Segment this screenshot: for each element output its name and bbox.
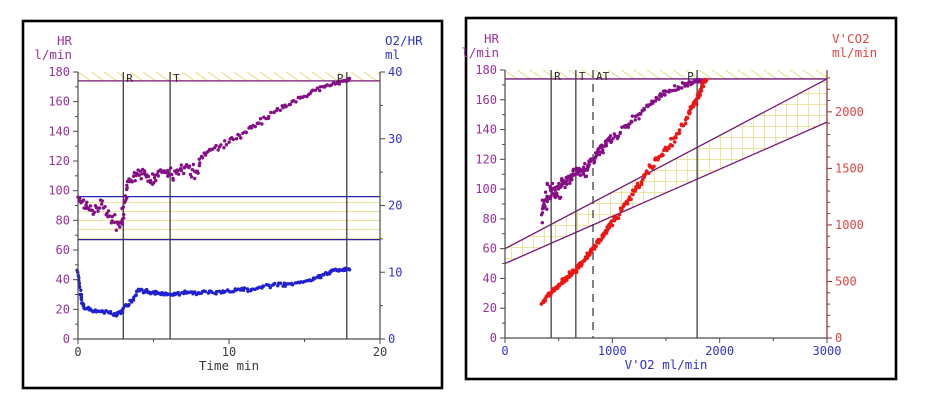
hr-and-vco2-vs-vo2-series-hr: [539, 77, 705, 225]
svg-text:Time min: Time min: [199, 358, 259, 373]
hr-and-o2pulse-vs-time-left-axis-title: HRl/min: [34, 33, 72, 62]
svg-text:V'CO2: V'CO2: [832, 31, 870, 46]
event-label-p: P: [337, 72, 344, 85]
hr-and-vco2-vs-vo2-refline-1: [504, 121, 828, 265]
svg-text:140: 140: [475, 123, 497, 137]
hr-and-o2pulse-vs-time-x-axis-title: Time min: [199, 358, 259, 373]
svg-text:10: 10: [388, 265, 402, 279]
hr-and-vco2-vs-vo2-series-vco2: [539, 77, 709, 306]
svg-text:20: 20: [56, 302, 70, 316]
svg-text:30: 30: [388, 132, 402, 146]
svg-text:O2/HR: O2/HR: [385, 33, 423, 48]
svg-text:80: 80: [483, 212, 497, 226]
svg-text:ml: ml: [385, 47, 400, 62]
hr-and-o2pulse-vs-time-left-axis: 0 20 40 60 80 100 120 140 160 180: [48, 65, 78, 346]
svg-text:20: 20: [388, 199, 402, 213]
svg-text:20: 20: [483, 301, 497, 315]
svg-text:20: 20: [373, 345, 387, 359]
hr-and-vco2-vs-vo2-band-0: [505, 70, 827, 79]
event-label-t: T: [579, 70, 586, 83]
svg-text:2000: 2000: [835, 105, 864, 119]
svg-text:140: 140: [48, 124, 70, 138]
svg-text:40: 40: [56, 273, 70, 287]
svg-text:10: 10: [222, 345, 236, 359]
svg-text:60: 60: [483, 242, 497, 256]
event-label-p: P: [687, 70, 694, 83]
svg-text:1000: 1000: [835, 218, 864, 232]
hr-and-vco2-vs-vo2-right-axis: 0 500 1000 1500 2000: [827, 77, 864, 345]
svg-text:120: 120: [475, 152, 497, 166]
svg-text:160: 160: [475, 93, 497, 107]
svg-text:160: 160: [48, 95, 70, 109]
svg-text:0: 0: [835, 331, 842, 345]
hr-and-o2pulse-vs-time-band-0: [78, 72, 380, 81]
hr-and-vco2-vs-vo2-left-axis: 0 20 40 60 80 100 120 140 160 180: [475, 63, 505, 345]
svg-text:80: 80: [56, 213, 70, 227]
svg-text:1500: 1500: [835, 161, 864, 175]
svg-text:1000: 1000: [598, 344, 627, 358]
event-label-t: T: [173, 72, 180, 85]
svg-text:l/min: l/min: [461, 45, 499, 60]
svg-text:ml/min: ml/min: [832, 45, 877, 60]
svg-text:100: 100: [48, 184, 70, 198]
svg-text:40: 40: [388, 65, 402, 79]
svg-text:0: 0: [63, 332, 70, 346]
svg-text:HR: HR: [57, 33, 73, 48]
svg-text:180: 180: [48, 65, 70, 79]
event-label-r: R: [126, 72, 133, 85]
svg-text:l/min: l/min: [34, 47, 72, 62]
svg-text:100: 100: [475, 182, 497, 196]
svg-text:0: 0: [388, 332, 395, 346]
hr-and-vco2-vs-vo2-x-axis-title: V'O2 ml/min: [625, 357, 708, 372]
svg-text:180: 180: [475, 63, 497, 77]
hr-and-o2pulse-vs-time-right-axis: 0 10 20 30 40: [380, 65, 402, 346]
hr-and-o2pulse-vs-time-series-o2hr: [75, 266, 352, 318]
svg-text:V'O2 ml/min: V'O2 ml/min: [625, 357, 708, 372]
svg-text:120: 120: [48, 154, 70, 168]
svg-text:0: 0: [74, 345, 81, 359]
event-label-at: AT: [596, 70, 610, 83]
svg-text:2000: 2000: [705, 344, 734, 358]
hr-and-vco2-vs-vo2-refline-0: [504, 78, 828, 250]
svg-text:HR: HR: [484, 31, 500, 46]
hr-and-vco2-vs-vo2-panel: 0 20 40 60 80 100 120 140 160 180 0 500 1000 1500 2000…: [461, 16, 898, 381]
event-label-r: R: [554, 70, 561, 83]
hr-and-vco2-vs-vo2-x-axis: 0 1000 2000 3000: [501, 338, 841, 358]
hr-and-vco2-vs-vo2-left-axis-title: HRl/min: [461, 31, 499, 60]
svg-text:60: 60: [56, 243, 70, 257]
svg-text:0: 0: [490, 331, 497, 345]
svg-text:0: 0: [501, 344, 508, 358]
hr-and-o2pulse-vs-time-band-1: [78, 196, 380, 240]
hr-and-o2pulse-vs-time-x-axis: 0 10 20: [74, 339, 387, 359]
svg-text:3000: 3000: [813, 344, 842, 358]
hr-and-vco2-vs-vo2-band-1: [505, 78, 827, 264]
svg-text:40: 40: [483, 271, 497, 285]
svg-text:500: 500: [835, 274, 857, 288]
hr-and-o2pulse-vs-time-series-hr: [76, 76, 352, 232]
